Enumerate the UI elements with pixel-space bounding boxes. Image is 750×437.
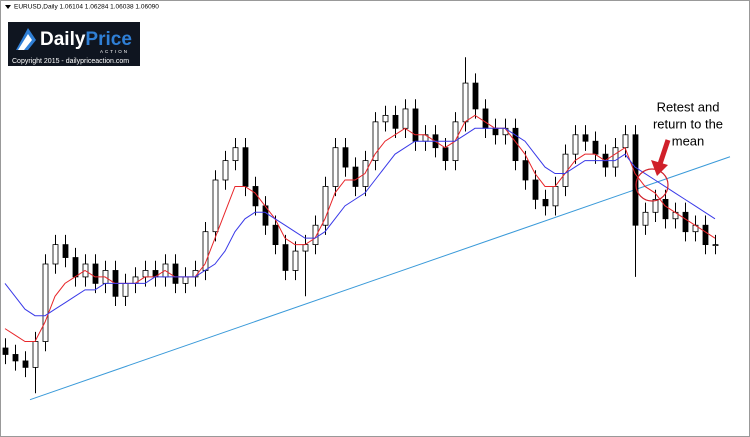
candle-body [92, 263, 99, 284]
candle-body [22, 360, 29, 368]
candle-body [172, 263, 179, 284]
candle-body [242, 147, 249, 187]
candle-body [122, 282, 129, 297]
highlight-circle [635, 168, 669, 202]
logo-tagline: ACTION [100, 49, 129, 54]
candle-body [52, 244, 59, 265]
annotation: return to the [653, 116, 723, 131]
candle-body [592, 140, 599, 155]
candle-body [32, 341, 39, 368]
logo-copyright: Copyright 2015 - dailypriceaction.com [12, 58, 129, 65]
candle-body [312, 224, 319, 246]
candle-body [642, 211, 649, 226]
candle-body [482, 108, 489, 129]
candle-body [552, 186, 559, 207]
candle-body [542, 198, 549, 207]
candle-body [12, 354, 19, 362]
logo-name: DailyPrice [40, 29, 132, 50]
candle-body [522, 160, 529, 181]
candle-body [622, 134, 629, 149]
candle-body [62, 244, 69, 258]
candle-body [582, 134, 589, 142]
header-arrow [5, 5, 11, 9]
candle-body [292, 250, 299, 271]
candle-body [142, 270, 149, 278]
candle-body [212, 179, 219, 233]
candle-body [302, 244, 309, 252]
candle-body [42, 263, 49, 342]
candle-body [572, 134, 579, 155]
logo-name-a: Daily [40, 29, 86, 50]
candle-body [712, 244, 719, 247]
candle-body [182, 276, 189, 284]
candle-body [332, 147, 339, 187]
candle-body [202, 231, 209, 271]
candle-body [402, 108, 409, 129]
candle-body [462, 82, 469, 123]
candle-body [222, 160, 229, 181]
logo: DailyPrice ACTION Copyright 2015 - daily… [8, 22, 140, 66]
candle-body [652, 198, 659, 213]
chart-title: EURUSD,Daily 1.06104 1.06284 1.06038 1.0… [14, 4, 159, 11]
candle-body [2, 347, 9, 355]
candle-body [392, 114, 399, 129]
candle-body [662, 198, 669, 220]
candle-body [352, 166, 359, 187]
arrow-shaft [657, 139, 671, 165]
candle-body [472, 82, 479, 110]
annotation: mean [672, 133, 705, 148]
candle-body [282, 244, 289, 271]
logo-name-b: Price [85, 29, 131, 50]
candle-body [612, 147, 619, 168]
candle-body [632, 134, 639, 226]
arrow-head [651, 160, 668, 176]
annotation: Retest and [657, 99, 720, 114]
candle-body [342, 147, 349, 168]
candle-body [382, 114, 389, 123]
ma-slow [4, 127, 716, 317]
candle-body [702, 224, 709, 246]
candle-body [72, 257, 79, 278]
logo-icon-inner [18, 34, 32, 50]
candle-body [372, 121, 379, 162]
candle-body [682, 211, 689, 233]
trendline [29, 156, 731, 401]
candle-body [412, 108, 419, 142]
candle-body [442, 147, 449, 162]
candle-body [322, 186, 329, 226]
candle-body [232, 147, 239, 162]
candle-body [532, 179, 539, 200]
candle-body [492, 127, 499, 136]
candle-body [272, 224, 279, 246]
